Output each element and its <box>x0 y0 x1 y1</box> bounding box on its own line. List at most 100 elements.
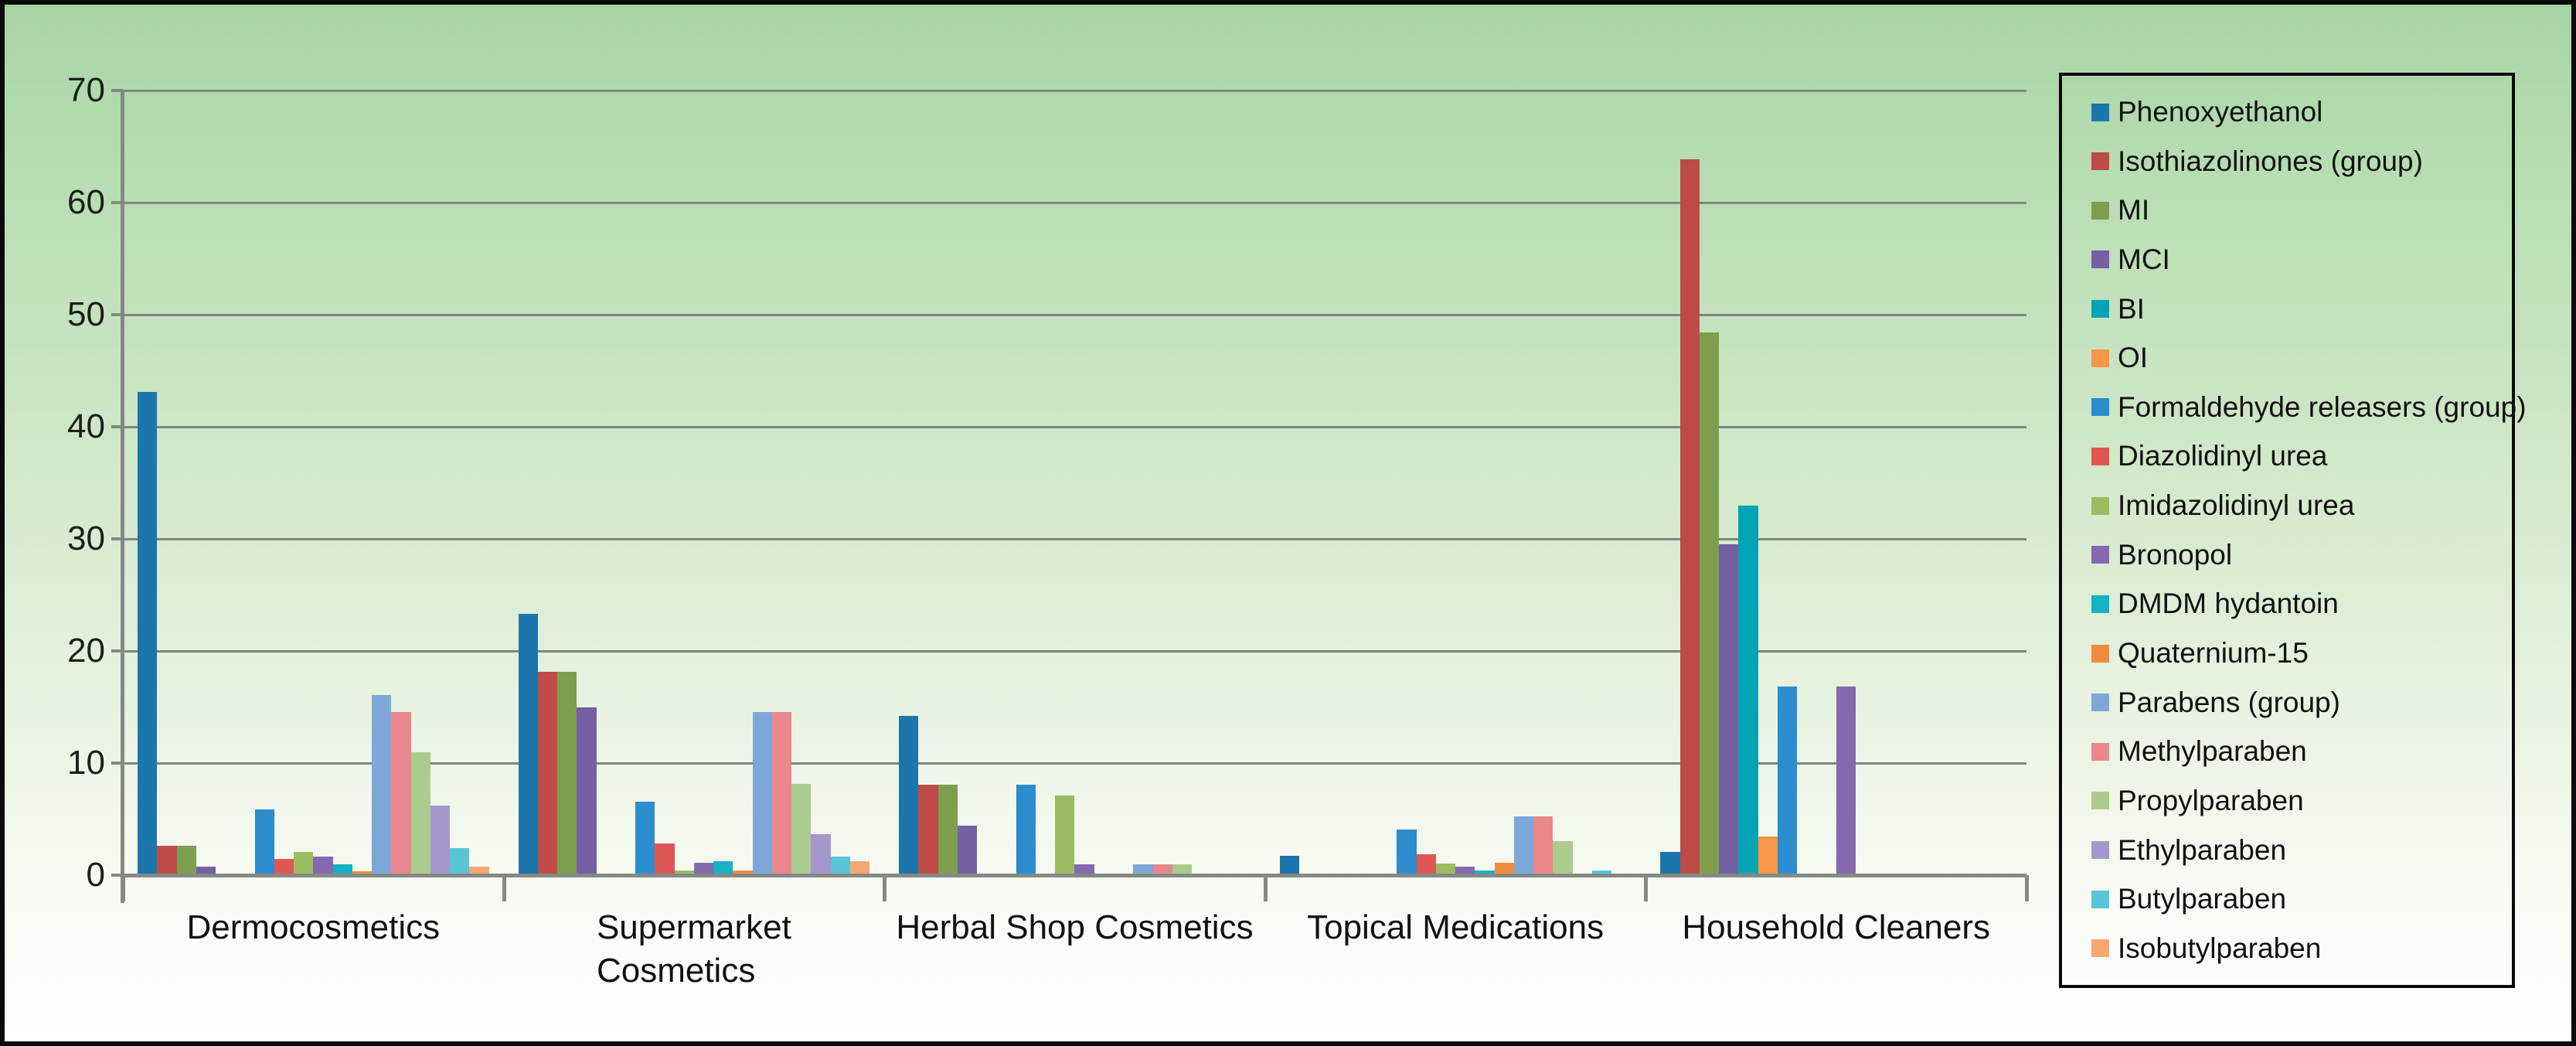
legend-label: DMDM hydantoin <box>2118 588 2339 620</box>
legend-swatch-icon <box>2091 349 2109 367</box>
legend-item-2: Isothiazolinones (group) <box>2091 145 2504 178</box>
bar-series2-cat5 <box>1679 159 1700 874</box>
bar-group-3 <box>884 90 1265 874</box>
bar-series1-cat1 <box>138 391 158 874</box>
bar-series17-cat2 <box>830 857 850 874</box>
bar-series11-cat4 <box>1475 870 1495 874</box>
category-label-2: Supermarket Cosmetics <box>596 908 791 990</box>
legend-swatch-icon <box>2091 792 2109 810</box>
bar-series14-cat1 <box>391 712 411 874</box>
legend-label: OI <box>2118 342 2149 374</box>
bar-series12-cat4 <box>1494 862 1514 874</box>
bar-series10-cat3 <box>1074 864 1094 874</box>
legend-item-1: Phenoxyethanol <box>2091 96 2504 128</box>
bar-series8-cat2 <box>655 843 675 874</box>
bar-series13-cat3 <box>1133 864 1153 874</box>
bar-series16-cat1 <box>430 805 451 874</box>
x-axis-line <box>123 874 2026 877</box>
legend-label: MCI <box>2118 243 2170 275</box>
bar-series6-cat5 <box>1758 836 1778 874</box>
legend-item-9: Imidazolidinyl urea <box>2091 489 2504 522</box>
bar-series1-cat3 <box>899 715 919 874</box>
bar-series2-cat3 <box>918 785 938 874</box>
bar-series3-cat2 <box>557 672 577 874</box>
bar-series11-cat1 <box>332 864 352 874</box>
bar-series3-cat3 <box>938 785 958 874</box>
bar-series4-cat2 <box>577 707 597 874</box>
y-axis-label-40: 40 <box>67 407 105 445</box>
legend-item-11: DMDM hydantoin <box>2091 588 2504 620</box>
bar-series18-cat2 <box>849 861 870 874</box>
legend-item-4: MCI <box>2091 244 2504 276</box>
x-axis-tick-0 <box>121 875 125 901</box>
legend-item-10: Bronopol <box>2091 539 2504 571</box>
bar-series15-cat4 <box>1553 840 1573 874</box>
legend-label: Bronopol <box>2118 538 2233 571</box>
bar-group-5 <box>1645 90 2026 874</box>
legend-swatch-icon <box>2091 250 2109 269</box>
legend-label: Phenoxyethanol <box>2118 96 2323 128</box>
bar-series8-cat1 <box>274 859 294 874</box>
legend-label: Isothiazolinones (group) <box>2118 145 2423 177</box>
legend-swatch-icon <box>2091 890 2109 908</box>
legend-item-18: Isobutylparaben <box>2091 932 2504 965</box>
y-axis-label-20: 20 <box>67 632 105 670</box>
bar-series9-cat1 <box>294 852 314 874</box>
legend-label: Formaldehyde releasers (group) <box>2118 390 2527 423</box>
legend-item-7: Formaldehyde releasers (group) <box>2091 391 2527 424</box>
gridline-20 <box>123 649 2026 652</box>
bar-series17-cat1 <box>450 847 470 874</box>
bar-series14-cat3 <box>1152 864 1172 874</box>
gridline-50 <box>123 313 2026 316</box>
legend-label: Methylparaben <box>2118 735 2307 768</box>
bar-series14-cat4 <box>1533 816 1553 874</box>
bar-series4-cat3 <box>957 825 978 874</box>
legend-swatch-icon <box>2091 300 2109 319</box>
y-axis-tick-0 <box>111 874 123 877</box>
bar-series7-cat3 <box>1016 785 1036 874</box>
gridline-30 <box>123 537 2026 540</box>
bar-series3-cat1 <box>176 845 196 874</box>
bar-series7-cat5 <box>1777 686 1798 874</box>
category-label-5: Household Cleaners <box>1682 908 1991 946</box>
x-axis-tick-1 <box>502 875 506 901</box>
legend-label: Ethylparaben <box>2118 833 2287 866</box>
gridline-10 <box>123 762 2026 765</box>
bar-series4-cat1 <box>196 867 216 874</box>
legend-item-13: Parabens (group) <box>2091 687 2504 719</box>
y-axis-label-50: 50 <box>67 295 105 333</box>
bar-series5-cat5 <box>1738 506 1758 874</box>
category-label-3: Herbal Shop Cosmetics <box>896 908 1254 946</box>
legend-label: Isobutylparaben <box>2118 932 2322 964</box>
legend-item-8: Diazolidinyl urea <box>2091 440 2504 472</box>
bar-series1-cat5 <box>1660 852 1680 874</box>
y-axis-tick-70 <box>111 89 123 92</box>
category-label-1: Dermocosmetics <box>186 908 441 946</box>
legend-swatch-icon <box>2091 546 2109 564</box>
bar-series14-cat2 <box>771 712 792 874</box>
y-axis-label-30: 30 <box>67 520 105 557</box>
legend-label: Quaternium-15 <box>2118 637 2309 670</box>
bar-series9-cat3 <box>1055 795 1075 874</box>
bar-series2-cat1 <box>157 845 177 874</box>
legend-item-15: Propylparaben <box>2091 785 2504 817</box>
bar-series4-cat5 <box>1719 543 1739 874</box>
bar-series7-cat2 <box>635 802 655 874</box>
x-axis-tick-4 <box>1644 875 1649 901</box>
category-label-4: Topical Medications <box>1307 908 1604 946</box>
bar-series18-cat1 <box>469 867 489 874</box>
bar-series17-cat4 <box>1591 870 1612 874</box>
legend-item-14: Methylparaben <box>2091 735 2504 768</box>
bar-series7-cat1 <box>254 809 274 874</box>
bar-series9-cat2 <box>674 870 694 874</box>
bar-series15-cat2 <box>791 784 812 874</box>
legend-swatch-icon <box>2091 201 2109 220</box>
bar-series12-cat2 <box>733 870 753 874</box>
legend-label: Imidazolidinyl urea <box>2118 489 2355 522</box>
legend-item-12: Quaternium-15 <box>2091 637 2504 670</box>
legend-box: Phenoxyethanol Isothiazolinones (group) MI… <box>2059 73 2527 988</box>
bar-series13-cat4 <box>1513 816 1534 874</box>
bar-series10-cat1 <box>313 857 333 874</box>
y-axis-label-0: 0 <box>86 856 105 894</box>
